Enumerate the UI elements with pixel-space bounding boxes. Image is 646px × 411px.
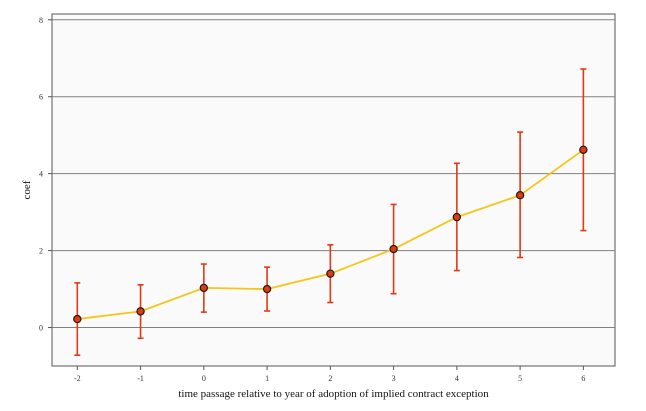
x-tick-label: 6 [581, 374, 585, 383]
data-point [515, 190, 525, 200]
x-tick-label: 4 [455, 374, 459, 383]
data-point [326, 269, 335, 278]
x-tick-label: 3 [392, 374, 396, 383]
data-point [199, 283, 209, 293]
data-point [262, 284, 272, 294]
y-tick-label: 8 [39, 16, 43, 25]
y-tick-label: 4 [39, 170, 43, 179]
x-tick-label: 0 [202, 374, 206, 383]
x-tick-label: -2 [74, 374, 81, 383]
y-tick-label: 2 [39, 247, 43, 256]
x-tick-label: 5 [518, 374, 522, 383]
data-point [579, 145, 588, 154]
x-axis: -2 -1 0 1 2 3 4 5 6 [74, 366, 585, 383]
y-tick-label: 0 [39, 324, 43, 333]
error-bars [74, 68, 587, 357]
x-tick-label: -1 [137, 374, 144, 383]
plot-panel [51, 13, 616, 367]
y-axis: 0 2 4 6 8 [39, 16, 52, 333]
data-point [73, 314, 82, 324]
gridlines [52, 19, 615, 329]
x-tick-label: 2 [328, 374, 332, 383]
data-point [452, 212, 462, 222]
point-markers [73, 145, 588, 324]
x-axis-title: time passage relative to year of adoptio… [178, 388, 489, 400]
data-point [136, 307, 145, 316]
y-tick-label: 6 [39, 93, 43, 102]
x-tick-label: 1 [265, 374, 269, 383]
y-axis-title: coef [21, 180, 33, 199]
data-point [389, 244, 398, 254]
